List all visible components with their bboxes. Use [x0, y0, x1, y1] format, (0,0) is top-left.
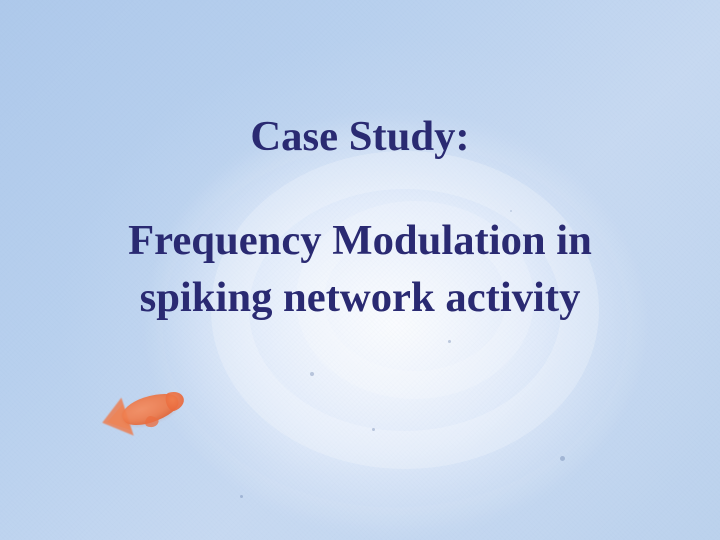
title-line-3: spiking network activity	[70, 269, 650, 327]
speck-decor	[240, 495, 243, 498]
slide-content: Case Study: Frequency Modulation in spik…	[0, 108, 720, 327]
title-spacer	[70, 166, 650, 212]
speck-decor	[448, 340, 451, 343]
speck-decor	[372, 428, 375, 431]
speck-decor	[310, 372, 314, 376]
title-line-1: Case Study:	[70, 108, 650, 166]
speck-decor	[560, 456, 565, 461]
title-line-2: Frequency Modulation in	[70, 212, 650, 270]
